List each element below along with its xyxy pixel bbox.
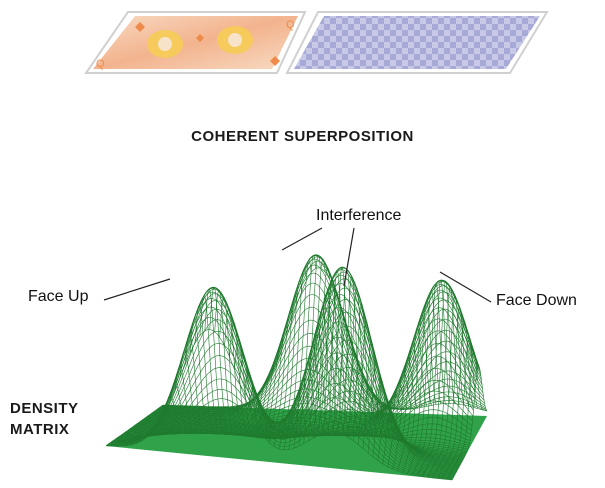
peak-face-down [369,279,479,420]
mesh-line-u [441,336,478,480]
diamond-suit-icon [270,56,280,66]
face-down-leader [439,271,492,303]
mesh-line-u [160,406,215,435]
face-down-annotation: Face Down [496,292,577,309]
mesh-line-u [377,357,418,461]
mesh-line-u [135,405,191,444]
mesh-line-u [412,279,451,476]
mesh-line-u [382,342,423,464]
mesh-line-u [229,321,279,437]
interference-annotation: Interference [316,207,402,224]
mesh-line-u [110,404,168,447]
density-label-line: DENSITY [10,400,79,417]
face-down-card [285,11,549,74]
mesh-line-u [234,337,284,438]
mesh-line-u [155,406,210,435]
mesh-line-u [145,405,201,439]
mesh-line-u [219,296,270,436]
mesh-line-u [417,280,455,477]
mesh-line-u [105,404,164,447]
mesh-line-u [407,282,446,475]
mesh-line-u [387,327,428,467]
card-rank: Q [286,19,295,31]
mesh-line-v [158,258,485,411]
superposition-title: COHERENT SUPERPOSITION [191,128,414,145]
density-label-line: MATRIX [10,421,70,438]
mesh-line-u [189,318,242,435]
mesh-line-u [323,278,367,437]
mesh-line-u [150,406,205,435]
mesh-line-u [209,286,261,436]
mesh-line-u [130,405,187,446]
mesh-line-u [184,333,238,434]
mesh-line-u [263,259,312,439]
density-matrix-label: DENSITY MATRIX [10,398,120,440]
peak-interference-back [244,254,388,409]
card-rank: Q [96,58,105,70]
mesh-line-u [451,366,488,481]
mesh-line-u [446,351,483,480]
mesh-line-u [397,300,437,472]
peak-face-up [137,286,290,440]
interference-leader-back [281,227,323,251]
mesh-line-u [194,305,247,435]
face-up-leader [103,278,171,301]
mesh-line-u [174,366,228,434]
density-matrix-surface [105,254,488,481]
mesh-line-u [140,405,196,442]
mesh-line-u [258,268,307,440]
mesh-line-u [392,312,432,470]
mesh-line-u [179,349,233,434]
leader-lines [103,227,492,303]
mesh-line-u [204,288,256,435]
mesh-line-u [436,320,474,479]
mesh-line-u [357,321,400,445]
mesh-line-u [422,285,460,477]
face-up-card: Q Q [84,11,307,74]
mesh-line-u [120,405,178,447]
mesh-line-u [313,306,358,438]
mesh-line-u [214,289,266,436]
mesh-line-u [367,360,409,453]
diamond-suit-icon [196,34,204,42]
mesh-line-u [318,290,363,437]
peak-interference-front [267,266,419,458]
mesh-line-u [402,289,441,473]
face-up-annotation: Face Up [28,288,89,305]
diamond-suit-icon [135,22,145,32]
interference-leader-front [343,227,355,287]
mesh-line-u [268,255,316,443]
mesh-line-u [362,340,404,449]
mesh-line-u [224,307,275,437]
